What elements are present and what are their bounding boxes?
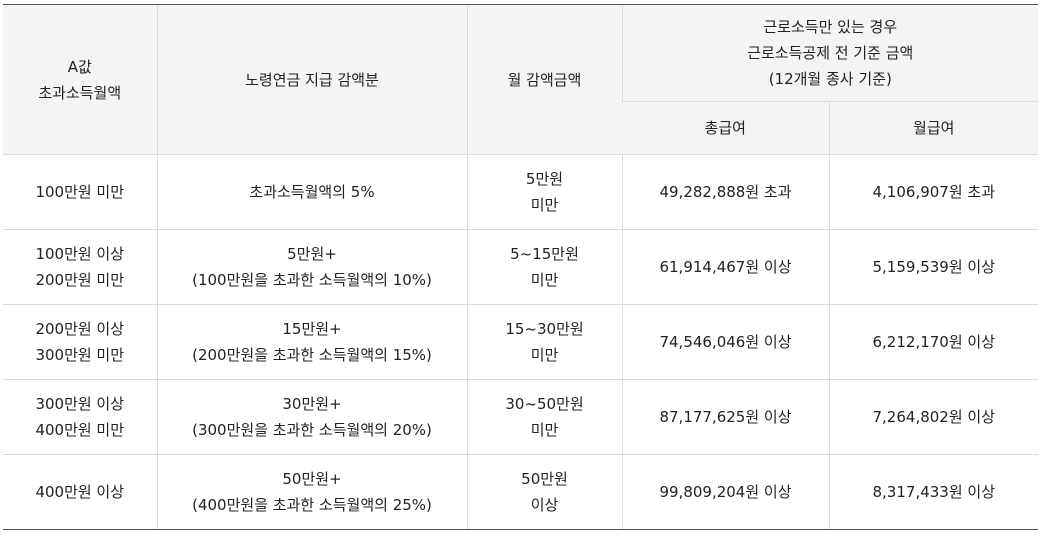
- cell-a-value: 400만원 이상: [3, 454, 157, 530]
- cell-monthly-reduction: 30~50만원 미만: [466, 379, 622, 455]
- cell-a-value: 100만원 미만: [3, 154, 157, 230]
- cell-total-pay: 61,914,467원 이상: [621, 229, 829, 305]
- table-row: 100만원 이상 200만원 미만 5만원+ (100만원을 초과한 소득월액의…: [3, 229, 1039, 305]
- header-pension-reduction: 노령연금 지급 감액분: [156, 4, 467, 155]
- cell-a-value: 100만원 이상 200만원 미만: [3, 229, 157, 305]
- header-income-line: (12개월 종사 기준): [768, 70, 892, 88]
- cell-monthly-pay: 8,317,433원 이상: [828, 454, 1039, 530]
- pension-reduction-table: A값 초과소득월액 노령연금 지급 감액분 월 감액금액 근로소득만 있는 경우…: [3, 4, 1039, 530]
- header-income-line: 근로소득공제 전 기준 금액: [747, 44, 914, 62]
- header-monthly-reduction: 월 감액금액: [466, 4, 622, 155]
- cell-pension: 초과소득월액의 5%: [156, 154, 467, 230]
- cell-pension: 5만원+ (100만원을 초과한 소득월액의 10%): [156, 229, 467, 305]
- cell-monthly-reduction: 5~15만원 미만: [466, 229, 622, 305]
- cell-monthly-pay: 5,159,539원 이상: [828, 229, 1039, 305]
- cell-monthly-pay: 6,212,170원 이상: [828, 304, 1039, 380]
- header-total-pay: 총급여: [622, 101, 829, 155]
- cell-monthly-reduction: 5만원 미만: [466, 154, 622, 230]
- cell-pension: 30만원+ (300만원을 초과한 소득월액의 20%): [156, 379, 467, 455]
- cell-total-pay: 87,177,625원 이상: [621, 379, 829, 455]
- cell-total-pay: 99,809,204원 이상: [621, 454, 829, 530]
- header-a-value-line: 초과소득월액: [38, 83, 122, 102]
- cell-monthly-reduction: 15~30만원 미만: [466, 304, 622, 380]
- cell-monthly-reduction: 50만원 이상: [466, 454, 622, 530]
- header-a-value-line: A값: [67, 57, 92, 76]
- table-row: 300만원 이상 400만원 미만 30만원+ (300만원을 초과한 소득월액…: [3, 379, 1039, 455]
- header-income-basis: 근로소득만 있는 경우 근로소득공제 전 기준 금액 (12개월 종사 기준): [621, 4, 1039, 102]
- cell-monthly-pay: 4,106,907원 초과: [828, 154, 1039, 230]
- table-row: 100만원 미만 초과소득월액의 5% 5만원 미만 49,282,888원 초…: [3, 154, 1039, 230]
- cell-a-value: 300만원 이상 400만원 미만: [3, 379, 157, 455]
- table-row: 200만원 이상 300만원 미만 15만원+ (200만원을 초과한 소득월액…: [3, 304, 1039, 380]
- cell-pension: 15만원+ (200만원을 초과한 소득월액의 15%): [156, 304, 467, 380]
- table-row: 400만원 이상 50만원+ (400만원을 초과한 소득월액의 25%) 50…: [3, 454, 1039, 530]
- cell-monthly-pay: 7,264,802원 이상: [828, 379, 1039, 455]
- cell-total-pay: 49,282,888원 초과: [621, 154, 829, 230]
- cell-total-pay: 74,546,046원 이상: [621, 304, 829, 380]
- header-monthly-pay: 월급여: [828, 101, 1039, 155]
- cell-pension: 50만원+ (400만원을 초과한 소득월액의 25%): [156, 454, 467, 530]
- header-a-value: A값 초과소득월액: [3, 4, 157, 155]
- cell-a-value: 200만원 이상 300만원 미만: [3, 304, 157, 380]
- header-income-line: 근로소득만 있는 경우: [763, 18, 898, 36]
